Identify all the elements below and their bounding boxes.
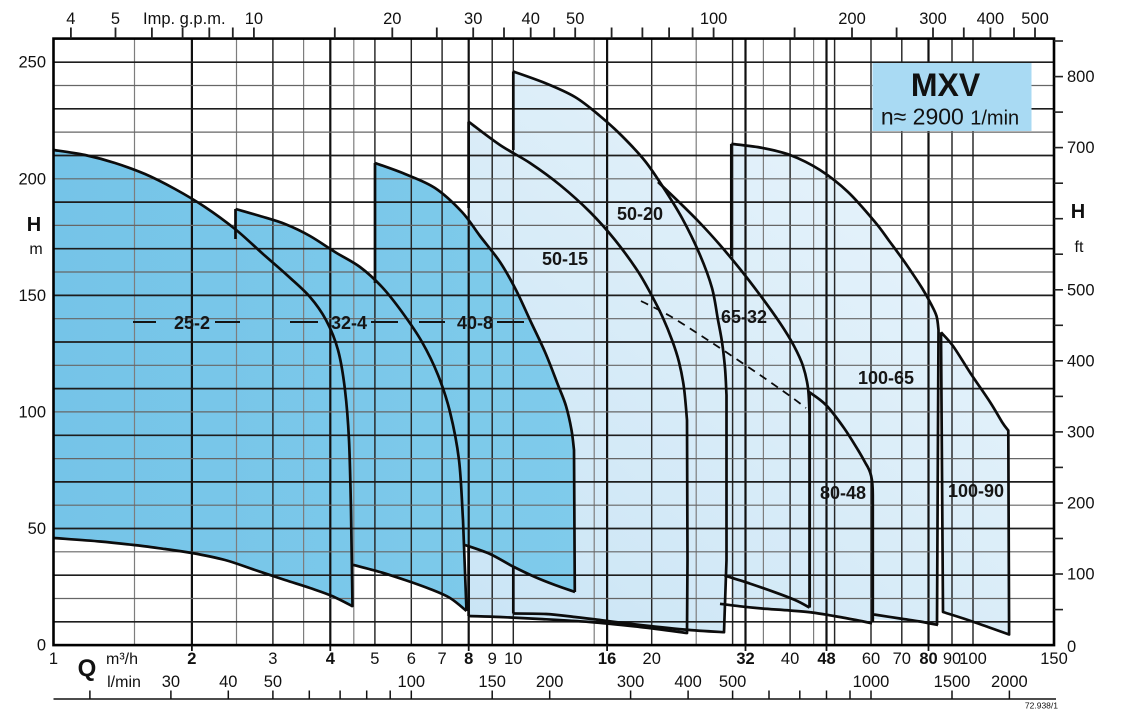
- svg-text:100: 100: [18, 403, 46, 421]
- svg-text:700: 700: [1067, 139, 1095, 157]
- svg-text:30: 30: [464, 10, 482, 28]
- svg-text:H: H: [1071, 201, 1085, 223]
- svg-text:50: 50: [28, 520, 46, 538]
- svg-text:Imp. g.p.m.: Imp. g.p.m.: [143, 10, 226, 28]
- svg-text:9: 9: [488, 650, 497, 668]
- svg-text:25-2: 25-2: [174, 313, 210, 333]
- svg-text:1500: 1500: [934, 673, 971, 691]
- svg-text:50: 50: [566, 10, 584, 28]
- svg-text:70: 70: [893, 650, 911, 668]
- svg-text:32: 32: [736, 650, 754, 668]
- svg-text:65-32: 65-32: [721, 307, 767, 327]
- svg-text:150: 150: [1040, 650, 1068, 668]
- svg-text:800: 800: [1067, 68, 1095, 86]
- svg-text:200: 200: [18, 170, 46, 188]
- svg-text:50: 50: [264, 673, 282, 691]
- svg-text:l/min: l/min: [107, 674, 141, 691]
- svg-text:50-15: 50-15: [542, 249, 588, 269]
- svg-text:5: 5: [370, 650, 379, 668]
- svg-text:150: 150: [478, 673, 506, 691]
- svg-text:1: 1: [49, 650, 58, 668]
- svg-text:2000: 2000: [991, 673, 1028, 691]
- svg-text:500: 500: [719, 673, 747, 691]
- svg-text:250: 250: [18, 54, 46, 72]
- svg-text:300: 300: [1067, 423, 1095, 441]
- svg-text:40-8: 40-8: [457, 313, 493, 333]
- svg-text:500: 500: [1021, 10, 1049, 28]
- svg-text:300: 300: [617, 673, 645, 691]
- svg-text:40: 40: [781, 650, 799, 668]
- svg-text:ft: ft: [1075, 239, 1084, 256]
- svg-text:100: 100: [700, 10, 728, 28]
- svg-text:40: 40: [219, 673, 237, 691]
- svg-text:300: 300: [919, 10, 947, 28]
- svg-text:MXV: MXV: [911, 67, 981, 103]
- svg-text:200: 200: [536, 673, 564, 691]
- svg-text:4: 4: [326, 650, 336, 668]
- svg-text:100-65: 100-65: [858, 368, 914, 388]
- svg-text:400: 400: [1067, 352, 1095, 370]
- svg-text:10: 10: [245, 10, 263, 28]
- svg-text:2: 2: [187, 650, 196, 668]
- svg-text:32-4: 32-4: [331, 313, 367, 333]
- svg-text:90: 90: [943, 650, 961, 668]
- svg-text:0: 0: [37, 637, 46, 655]
- svg-text:m: m: [29, 241, 42, 258]
- svg-text:3: 3: [268, 650, 277, 668]
- svg-text:16: 16: [598, 650, 616, 668]
- svg-text:8: 8: [464, 650, 473, 668]
- svg-text:Q: Q: [78, 655, 97, 682]
- svg-text:400: 400: [674, 673, 702, 691]
- svg-text:6: 6: [407, 650, 416, 668]
- svg-text:H: H: [27, 214, 41, 236]
- svg-text:72.938/1: 72.938/1: [1025, 701, 1058, 711]
- svg-text:500: 500: [1067, 281, 1095, 299]
- svg-text:48: 48: [817, 650, 835, 668]
- svg-text:m³/h: m³/h: [106, 651, 138, 668]
- svg-text:7: 7: [438, 650, 447, 668]
- svg-text:50-20: 50-20: [617, 204, 663, 224]
- svg-text:100-90: 100-90: [948, 481, 1004, 501]
- svg-text:20: 20: [383, 10, 401, 28]
- svg-text:0: 0: [1067, 638, 1076, 656]
- svg-text:30: 30: [162, 673, 180, 691]
- svg-text:4: 4: [66, 10, 75, 28]
- svg-text:200: 200: [838, 10, 866, 28]
- svg-text:60: 60: [862, 650, 880, 668]
- svg-text:100: 100: [1067, 566, 1095, 584]
- svg-text:40: 40: [522, 10, 540, 28]
- svg-text:150: 150: [18, 287, 46, 305]
- svg-text:100: 100: [398, 673, 426, 691]
- svg-text:10: 10: [504, 650, 522, 668]
- svg-text:400: 400: [977, 10, 1005, 28]
- svg-text:80: 80: [919, 650, 937, 668]
- svg-text:200: 200: [1067, 495, 1095, 513]
- svg-text:20: 20: [643, 650, 661, 668]
- svg-text:100: 100: [959, 650, 987, 668]
- svg-text:5: 5: [111, 10, 120, 28]
- svg-text:80-48: 80-48: [820, 483, 866, 503]
- svg-text:n≈ 2900 1/min: n≈ 2900 1/min: [881, 104, 1019, 130]
- svg-text:1000: 1000: [853, 673, 890, 691]
